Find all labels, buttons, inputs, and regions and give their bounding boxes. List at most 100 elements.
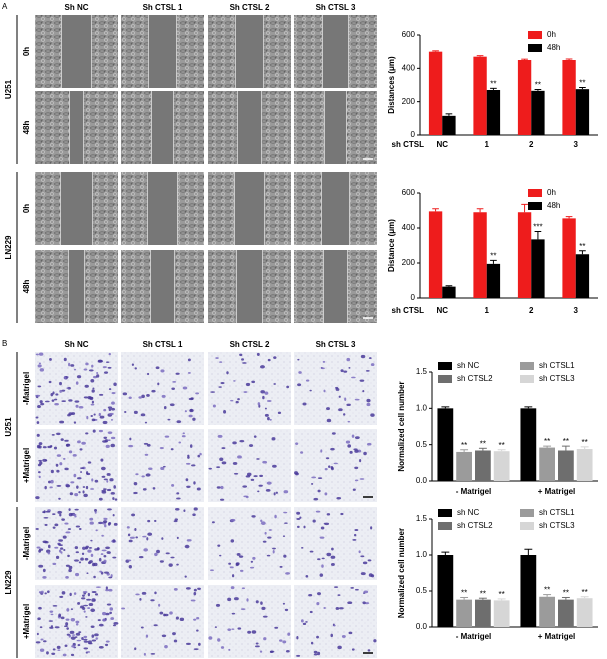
- bar: [473, 56, 487, 135]
- stained-cell: [354, 436, 360, 440]
- stained-cell: [70, 481, 75, 484]
- stained-cell: [352, 538, 357, 541]
- stained-cell: [370, 526, 373, 530]
- stained-cell: [188, 397, 194, 401]
- micrograph: [35, 352, 118, 425]
- stained-cell: [227, 597, 232, 602]
- stained-cell: [61, 400, 67, 403]
- stained-cell: [94, 548, 99, 551]
- stained-cell: [127, 533, 131, 537]
- stained-cell: [57, 510, 62, 514]
- stained-cell: [106, 488, 112, 492]
- stained-cell: [128, 565, 132, 569]
- stained-cell: [297, 358, 300, 361]
- row-label: +Matrigel: [22, 604, 31, 639]
- stained-cell: [260, 365, 265, 369]
- stained-cell: [92, 375, 98, 379]
- stained-cell: [39, 626, 43, 629]
- stained-cell: [330, 465, 334, 470]
- bar: [558, 599, 574, 627]
- stained-cell: [259, 474, 264, 478]
- stained-cell: [186, 485, 191, 488]
- stained-cell: [98, 557, 102, 562]
- stained-cell: [284, 608, 289, 612]
- stained-cell: [229, 566, 234, 569]
- stained-cell: [273, 383, 277, 385]
- stained-cell: [330, 563, 335, 566]
- stained-cell: [90, 608, 96, 613]
- stained-cell: [349, 450, 353, 454]
- stained-cell: [83, 638, 88, 641]
- stained-cell: [83, 610, 86, 613]
- stained-cell: [109, 611, 112, 615]
- stained-cell: [105, 640, 110, 643]
- row-label: 48h: [22, 121, 31, 135]
- legend-swatch: [528, 44, 542, 52]
- stained-cell: [217, 544, 221, 547]
- stained-cell: [64, 467, 69, 471]
- stained-cell: [92, 387, 95, 390]
- stained-cell: [104, 571, 109, 574]
- wound-gap: [61, 15, 92, 88]
- stained-cell: [366, 398, 371, 403]
- y-axis-label: Distances (μm): [387, 56, 396, 114]
- bar: [531, 239, 545, 298]
- stained-cell: [106, 472, 111, 476]
- stained-cell: [82, 590, 88, 594]
- y-axis-label: Normalized cell number: [397, 381, 406, 471]
- stained-cell: [338, 408, 343, 412]
- stained-cell: [231, 574, 235, 578]
- stained-cell: [87, 592, 91, 597]
- stained-cell: [363, 451, 367, 456]
- stained-cell: [53, 398, 58, 401]
- stained-cell: [336, 497, 342, 500]
- stained-cell: [54, 626, 60, 629]
- stained-cell: [39, 648, 45, 652]
- stained-cell: [90, 403, 95, 406]
- bar: [475, 599, 491, 627]
- stained-cell: [139, 598, 142, 601]
- stained-cell: [196, 487, 201, 491]
- stained-cell: [68, 450, 73, 454]
- stained-cell: [42, 568, 46, 573]
- stained-cell: [333, 586, 339, 588]
- stained-cell: [59, 595, 64, 598]
- stained-cell: [282, 602, 286, 605]
- stained-cell: [266, 481, 272, 485]
- stained-cell: [237, 627, 242, 630]
- significance: **: [563, 437, 569, 446]
- stained-cell: [94, 479, 99, 483]
- stained-cell: [279, 565, 283, 568]
- y-tick-label: 1.5: [416, 367, 428, 376]
- stained-cell: [192, 417, 196, 421]
- stained-cell: [309, 610, 313, 614]
- stained-cell: [256, 352, 260, 356]
- stained-cell: [255, 642, 259, 645]
- stained-cell: [52, 648, 56, 651]
- stained-cell: [184, 544, 190, 549]
- significance: **: [490, 79, 496, 88]
- stained-cell: [68, 399, 73, 402]
- stained-cell: [242, 485, 248, 488]
- stained-cell: [89, 521, 94, 525]
- stained-cell: [273, 492, 276, 496]
- stained-cell: [350, 587, 355, 589]
- micrograph: [121, 507, 204, 580]
- stained-cell: [243, 391, 248, 393]
- stained-cell: [58, 613, 62, 617]
- micrograph: [294, 429, 377, 502]
- stained-cell: [158, 603, 161, 607]
- stained-cell: [313, 653, 318, 656]
- stained-cell: [48, 380, 52, 384]
- stained-cell: [60, 551, 63, 554]
- stained-cell: [230, 518, 236, 522]
- stained-cell: [188, 414, 193, 418]
- stained-cell: [360, 555, 365, 558]
- stained-cell: [99, 393, 104, 396]
- stained-cell: [210, 391, 216, 393]
- stained-cell: [261, 606, 266, 611]
- stained-cell: [321, 564, 324, 568]
- stained-cell: [303, 525, 306, 529]
- stained-cell: [367, 649, 371, 652]
- stained-cell: [283, 511, 288, 514]
